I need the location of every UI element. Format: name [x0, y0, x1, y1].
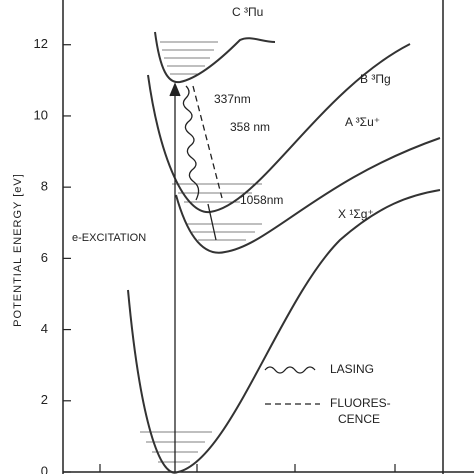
state-label: A ³Σu⁺	[345, 115, 380, 129]
legend-label: CENCE	[338, 412, 380, 426]
state-label: X ¹Σg⁺	[338, 207, 374, 221]
transition-label: 358 nm	[230, 120, 270, 134]
y-tick-label: 6	[41, 250, 48, 265]
transition-label: 337nm	[214, 92, 251, 106]
y-tick-label: 10	[34, 107, 48, 122]
x-ticks	[99, 464, 396, 472]
state-label: B ³Πg	[360, 72, 391, 86]
y-axis-label: POTENTIAL ENERGY [eV]	[12, 173, 24, 327]
transitions	[169, 82, 223, 472]
potential-curves	[127, 31, 441, 474]
y-tick-label: 2	[41, 392, 48, 407]
y-tick-label: 12	[34, 36, 48, 51]
y-tick-label: 4	[41, 321, 48, 336]
y-tick-label: 8	[41, 179, 48, 194]
vibrational-levels	[140, 41, 262, 463]
legend-label: FLUORES-	[330, 396, 391, 410]
excitation-label: e-EXCITATION	[72, 232, 146, 244]
y-tick-label: 0	[41, 463, 48, 474]
legend-lines	[264, 366, 320, 405]
transition-label: 1058nm	[240, 193, 283, 207]
state-label: C ³Πu	[232, 5, 263, 19]
legend-label: LASING	[330, 362, 374, 376]
